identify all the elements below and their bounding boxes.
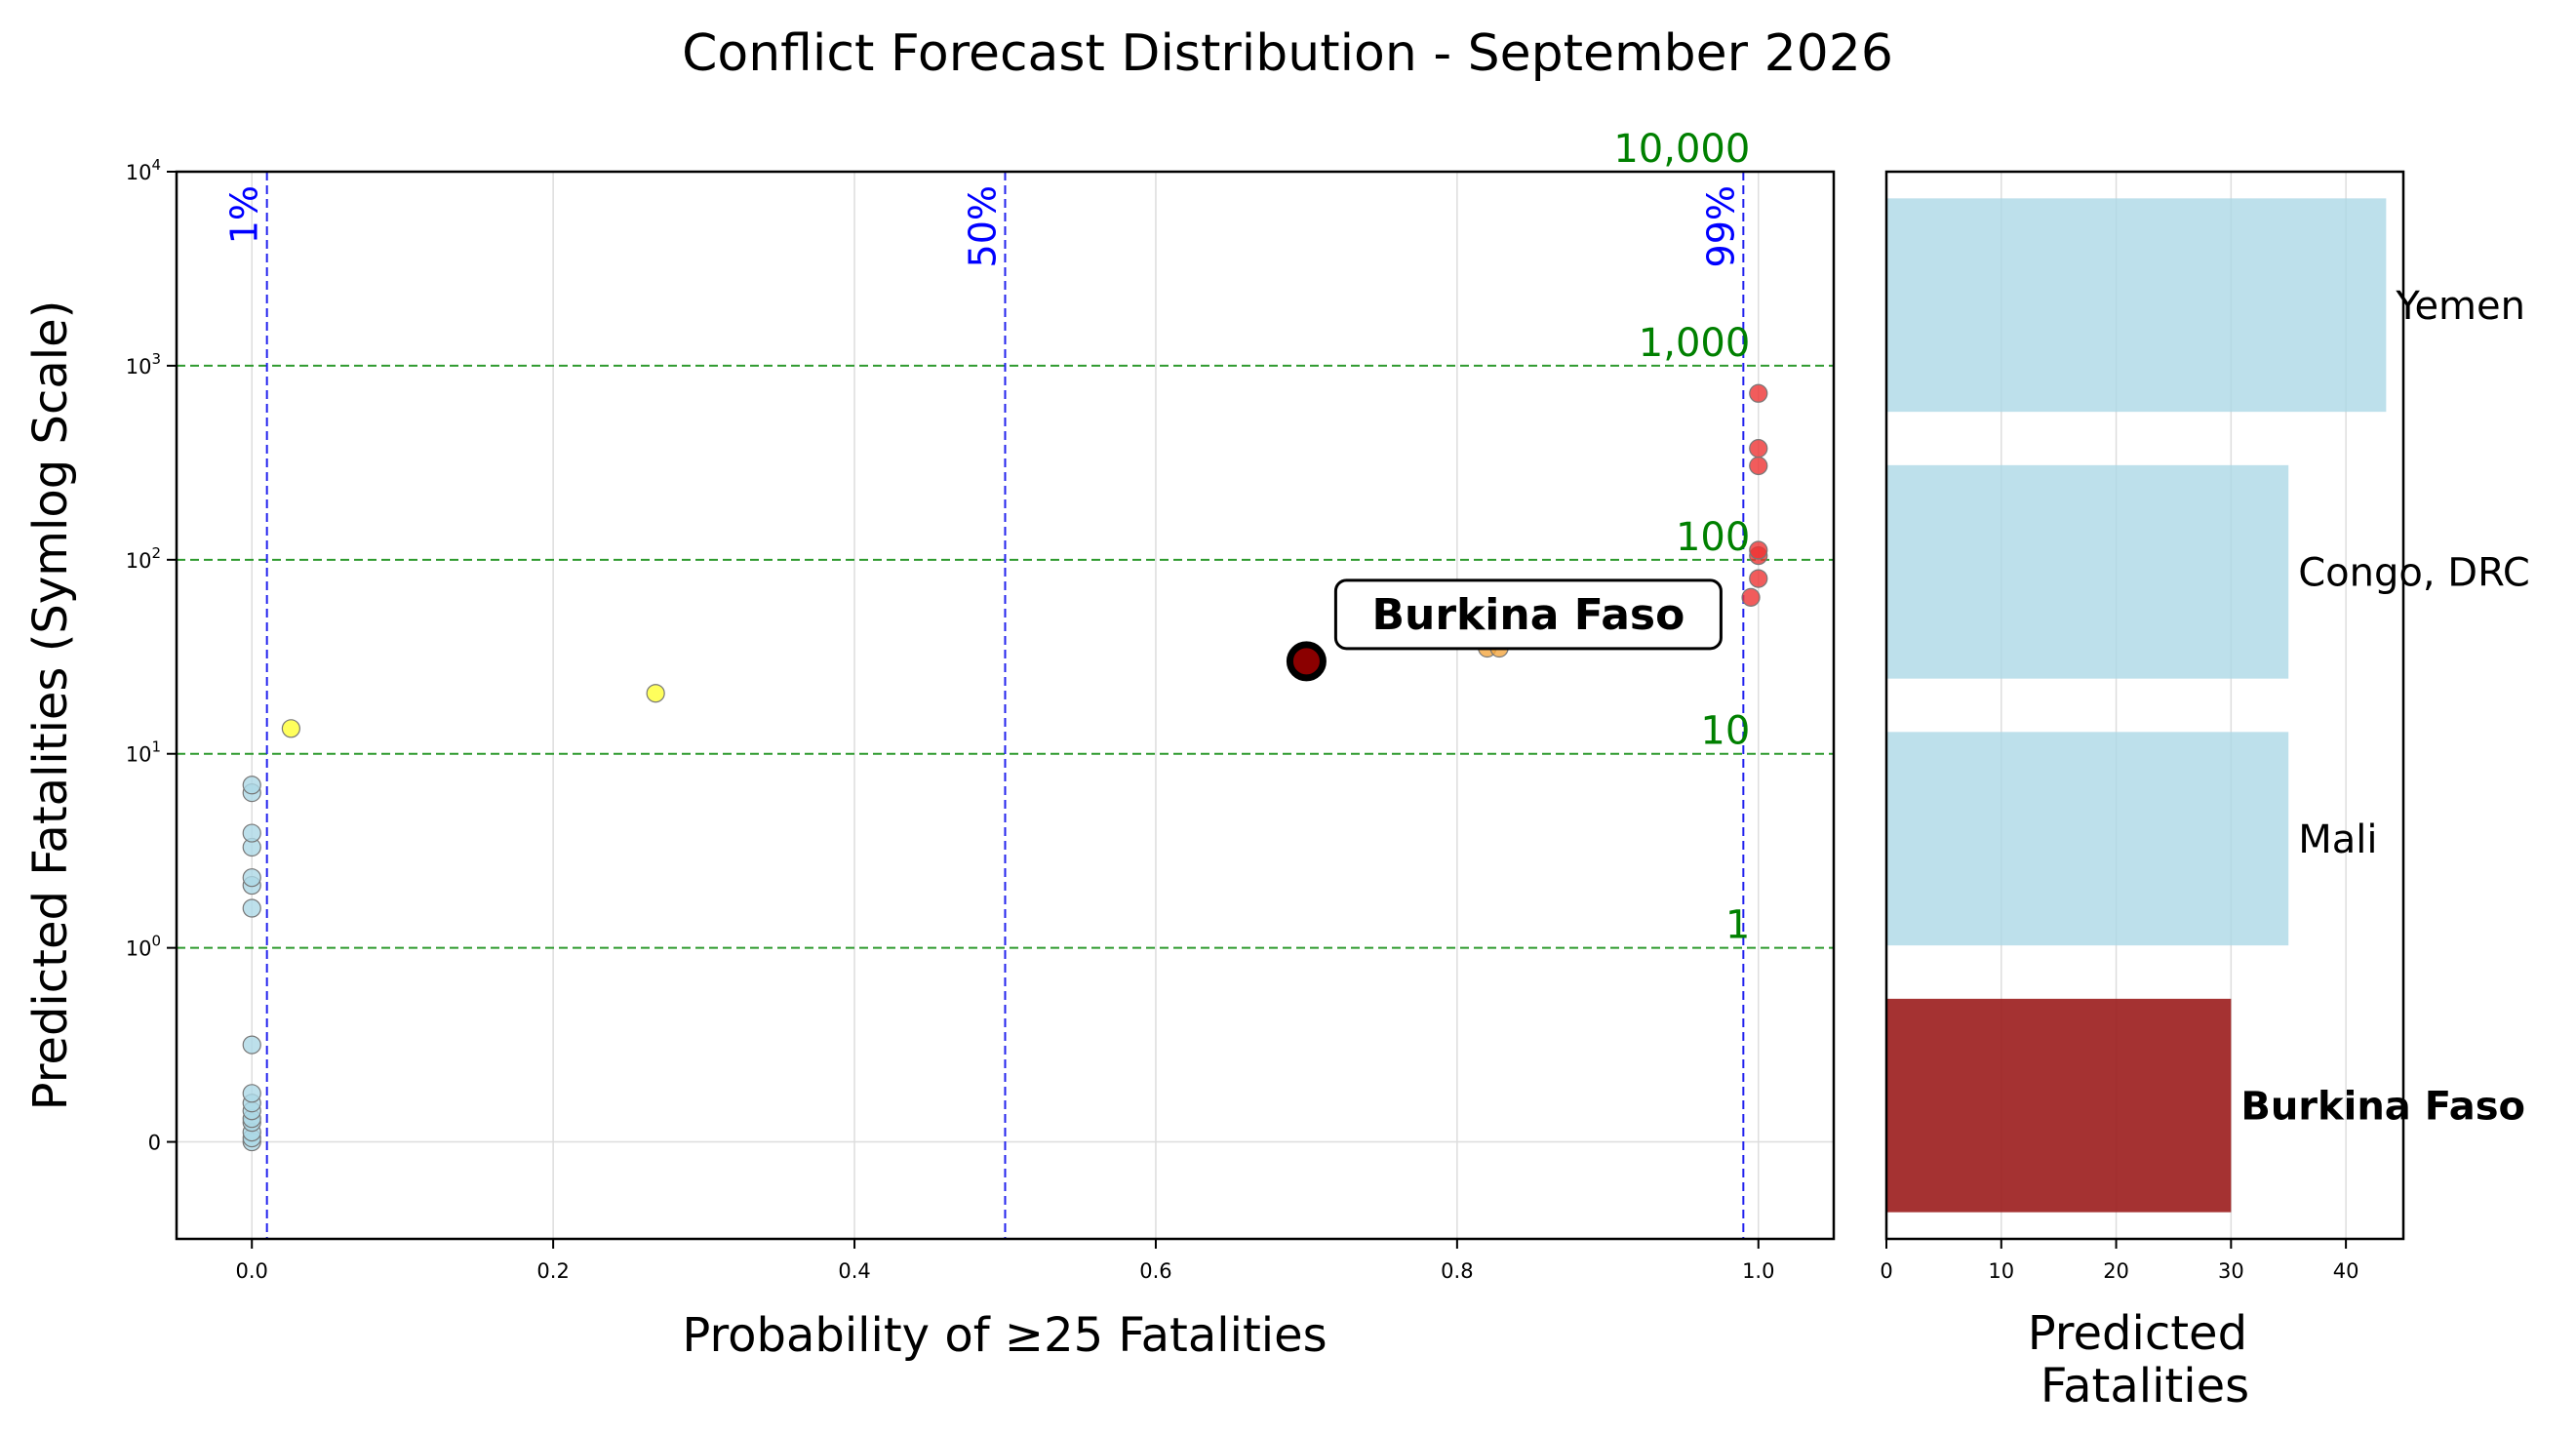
x-tick-label: 0.6 — [1139, 1259, 1171, 1283]
y-tick-base: 10 — [126, 937, 152, 961]
scatter-point — [646, 684, 665, 703]
y-tick-base: 10 — [126, 355, 152, 378]
y-tick-base: 10 — [126, 549, 152, 573]
bar-category-label: Congo, DRC — [2298, 550, 2530, 595]
threshold-label: 1% — [223, 185, 266, 244]
scatter-points — [242, 383, 1768, 1152]
scatter-point — [281, 719, 300, 738]
bar — [1886, 198, 2387, 413]
bar-category-label: Yemen — [2395, 284, 2525, 329]
y-tick-exponent: 0 — [151, 933, 161, 950]
bar-plot: Yemen Congo, DRC Mali Burkina Faso 0 10 20 30 4… — [1880, 170, 2530, 1414]
scatter-point — [242, 898, 261, 918]
scatter-point — [1749, 540, 1768, 560]
scatter-point — [242, 1084, 261, 1103]
y-tick-label: 103 — [126, 350, 161, 378]
y-tick-label: 104 — [126, 156, 161, 184]
y-tick-label: 102 — [126, 544, 161, 573]
x-tick-label: 1.0 — [1742, 1259, 1774, 1283]
reference-label: 100 — [1676, 515, 1750, 560]
bar-x-tick-label: 0 — [1880, 1259, 1892, 1283]
scatter-point — [1749, 383, 1768, 403]
y-tick-exponent: 3 — [151, 350, 161, 368]
figure-title: Conflict Forecast Distribution - Septemb… — [682, 24, 1893, 83]
scatter-point — [1749, 569, 1768, 588]
highlight-annotation: Burkina Faso — [1286, 578, 1723, 682]
bar-x-tick-label: 30 — [2218, 1259, 2244, 1283]
bar-x-label-line1: Predicted — [2028, 1306, 2247, 1361]
x-tick-label: 0.0 — [236, 1259, 268, 1283]
bar-x-label-line2: Fatalities — [2041, 1359, 2249, 1414]
bar — [1886, 732, 2289, 946]
reference-label: 10 — [1700, 709, 1750, 754]
scatter-point — [242, 1035, 261, 1055]
threshold-label: 50% — [962, 185, 1005, 267]
bar-x-tick-label: 40 — [2333, 1259, 2359, 1283]
scatter-point — [1749, 439, 1768, 458]
bar-x-tick-label: 20 — [2103, 1259, 2129, 1283]
y-tick-base: 10 — [126, 161, 152, 184]
scatter-x-ticks: 0.0 0.2 0.4 0.6 0.8 1.0 — [236, 1239, 1774, 1283]
threshold-lines: 1% 50% 99% — [223, 172, 1745, 1239]
bar-x-tick-label: 10 — [1988, 1259, 2014, 1283]
y-tick-base: 0 — [148, 1132, 161, 1155]
y-tick-label: 100 — [126, 933, 161, 961]
threshold-label: 99% — [1699, 185, 1742, 267]
reference-labels: 10,000 1,000 100 10 1 — [1613, 127, 1750, 948]
reference-label: 1 — [1725, 903, 1750, 948]
y-tick-exponent: 1 — [151, 738, 161, 756]
highlight-callout-label: Burkina Faso — [1371, 590, 1684, 640]
x-tick-label: 0.4 — [838, 1259, 870, 1283]
bar-x-label: Predicted Fatalities — [2028, 1306, 2263, 1414]
y-tick-label: 101 — [126, 738, 161, 767]
scatter-point — [242, 776, 261, 795]
x-tick-label: 0.2 — [536, 1259, 569, 1283]
bar-x-ticks: 0 10 20 30 40 — [1880, 1239, 2358, 1283]
highlight-callout-box — [1333, 578, 1723, 651]
bars — [1886, 198, 2387, 1213]
y-tick-label: 0 — [148, 1132, 161, 1155]
scatter-frame — [175, 170, 1836, 1241]
y-tick-exponent: 2 — [151, 544, 161, 562]
bar-highlight — [1886, 998, 2232, 1213]
reference-label: 10,000 — [1613, 127, 1750, 172]
bar-labels: Yemen Congo, DRC Mali Burkina Faso — [2240, 284, 2529, 1130]
reference-label: 1,000 — [1639, 321, 1751, 366]
x-tick-label: 0.8 — [1441, 1259, 1473, 1283]
y-tick-base: 10 — [126, 743, 152, 767]
scatter-x-label: Probability of ≥25 Fatalities — [682, 1308, 1327, 1363]
bar-category-label: Mali — [2298, 817, 2377, 862]
scatter-y-label: Predicted Fatalities (Symlog Scale) — [23, 300, 78, 1111]
highlight-point — [1286, 641, 1327, 682]
scatter-point — [242, 868, 261, 888]
bar-frame — [1884, 170, 2405, 1241]
bar-category-label: Burkina Faso — [2240, 1084, 2525, 1129]
scatter-point — [1749, 456, 1768, 476]
bar — [1886, 464, 2289, 679]
y-tick-exponent: 4 — [151, 156, 161, 174]
scatter-point — [1741, 587, 1761, 607]
scatter-point — [242, 823, 261, 843]
